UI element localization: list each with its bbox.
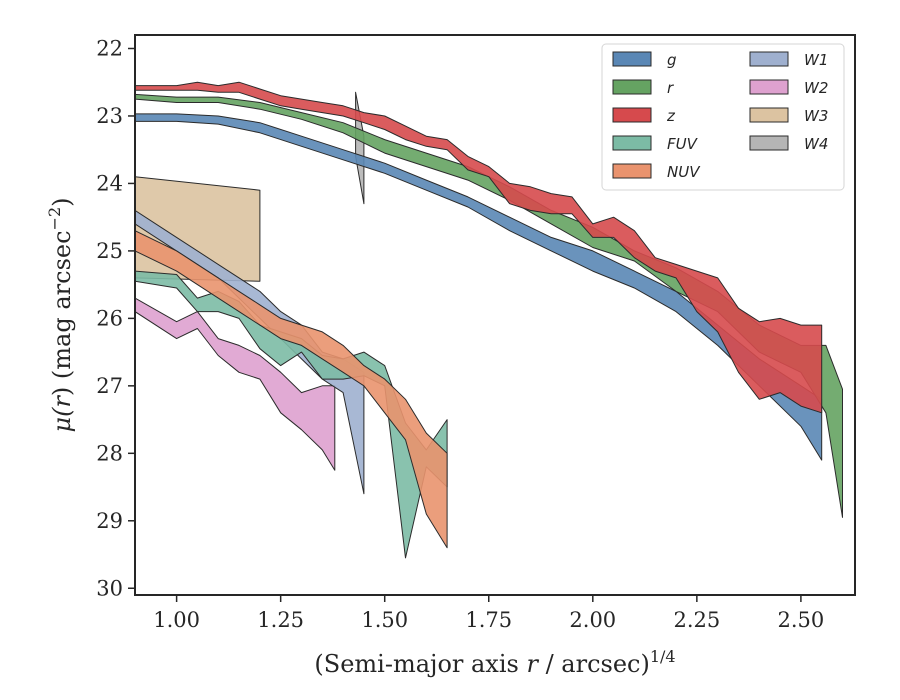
x-tick-label: 2.00 bbox=[569, 608, 616, 632]
legend-label-w1: W1 bbox=[804, 51, 828, 69]
legend-swatch-g bbox=[612, 51, 652, 67]
y-tick-label: 22 bbox=[96, 36, 123, 60]
y-tick-label: 30 bbox=[96, 576, 123, 600]
legend-swatch-w2 bbox=[749, 79, 789, 95]
x-axis: 1.00 1.25 1.50 1.75 2.00 2.25 2.50 bbox=[153, 595, 824, 632]
series-area-g bbox=[135, 113, 823, 461]
legend-label-r: r bbox=[667, 79, 674, 97]
legend-swatch-w4 bbox=[749, 135, 789, 151]
series-area-w2 bbox=[135, 297, 336, 471]
x-tick-label: 1.50 bbox=[361, 608, 408, 632]
series-area-r bbox=[135, 93, 843, 518]
y-axis-title: μ(r) (mag arcsec−2) bbox=[45, 197, 76, 432]
legend-label-nuv: NUV bbox=[667, 163, 701, 181]
legend: grz FUV NUV W1 W2 W3 W4 bbox=[601, 43, 845, 191]
y-tick-label: 29 bbox=[96, 509, 123, 533]
legend-swatch-z bbox=[612, 107, 652, 123]
y-tick-label: 27 bbox=[96, 374, 123, 398]
x-tick-label: 2.25 bbox=[673, 608, 720, 632]
x-tick-label: 1.00 bbox=[153, 608, 200, 632]
x-tick-label: 1.25 bbox=[257, 608, 304, 632]
legend-label-z: z bbox=[666, 107, 676, 125]
series-areas bbox=[135, 81, 843, 559]
legend-label-w3: W3 bbox=[804, 107, 828, 125]
legend-swatch-w1 bbox=[749, 51, 789, 67]
x-axis-title: (Semi-major axis r / arcsec)1/4 bbox=[314, 647, 675, 678]
legend-swatch-w3 bbox=[749, 107, 789, 123]
legend-label-fuv: FUV bbox=[667, 135, 699, 153]
x-tick-label: 2.50 bbox=[778, 608, 825, 632]
x-tick-label: 1.75 bbox=[465, 608, 512, 632]
y-tick-label: 25 bbox=[96, 239, 123, 263]
legend-swatch-nuv bbox=[612, 163, 652, 179]
legend-swatch-r bbox=[612, 79, 652, 95]
y-tick-label: 26 bbox=[96, 306, 123, 330]
y-tick-label: 28 bbox=[96, 441, 123, 465]
y-tick-label: 23 bbox=[96, 104, 123, 128]
legend-label-w2: W2 bbox=[804, 79, 828, 97]
y-tick-label: 24 bbox=[96, 171, 123, 195]
y-axis: 22 23 24 25 26 27 28 29 30 bbox=[96, 36, 135, 600]
legend-swatch-fuv bbox=[612, 135, 652, 151]
series-area-nuv bbox=[135, 230, 448, 549]
series-area-z bbox=[135, 81, 823, 414]
legend-label-w4: W4 bbox=[804, 135, 828, 153]
series-area-w4 bbox=[355, 91, 365, 205]
plot-frame bbox=[134, 34, 856, 596]
legend-label-g: g bbox=[667, 51, 677, 69]
